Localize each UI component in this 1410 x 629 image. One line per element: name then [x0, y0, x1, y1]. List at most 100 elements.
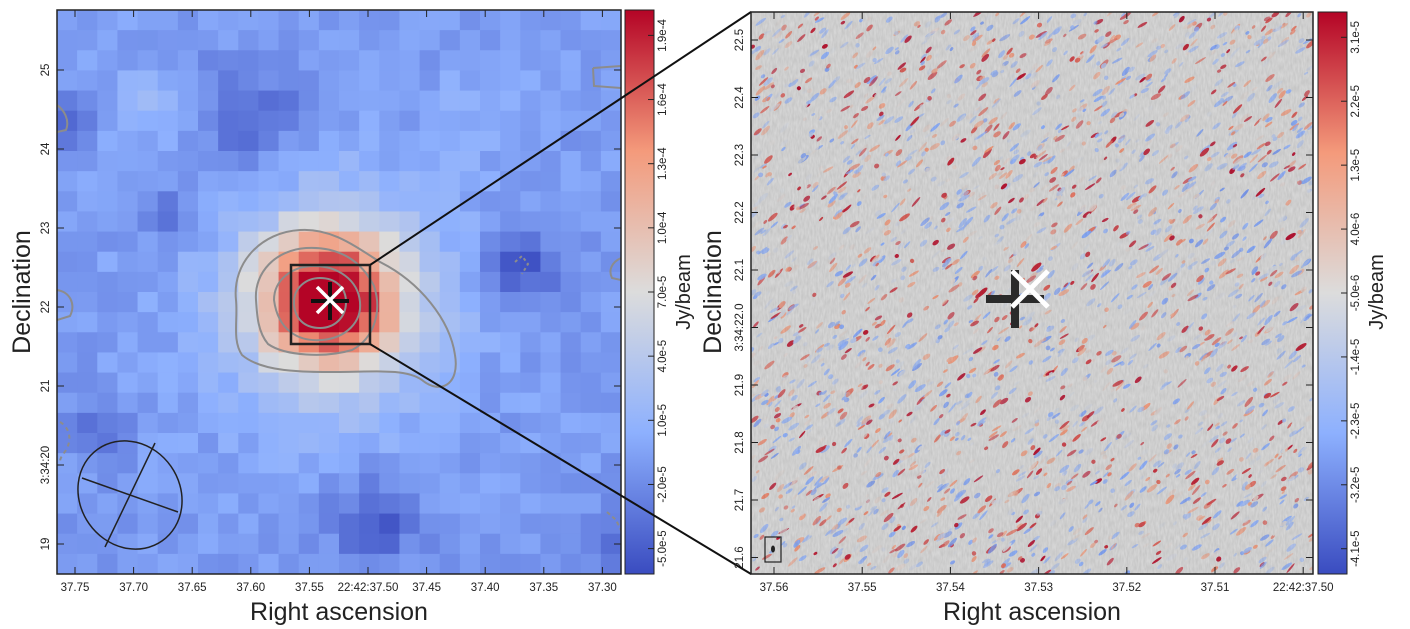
left-heatmap-cell [298, 292, 320, 313]
left-heatmap-cell [399, 392, 421, 414]
left-heatmap-cell [600, 412, 621, 434]
left-heatmap-cell [137, 292, 159, 313]
left-heatmap-cell [77, 553, 98, 574]
left-heatmap-cell [218, 352, 239, 374]
left-heatmap-cell [459, 130, 481, 152]
left-heatmap-cell [459, 513, 481, 535]
left-heatmap-cell [278, 271, 300, 293]
left-heatmap-cell [560, 110, 582, 132]
left-heatmap-cell [560, 151, 582, 172]
left-heatmap-cell [520, 533, 541, 555]
left-heatmap-cell [439, 352, 461, 374]
left-heatmap-cell [560, 271, 582, 293]
left-heatmap-cell [77, 30, 98, 51]
left-heatmap-cell [580, 70, 602, 92]
left-y-axis-title: Declination [8, 230, 36, 354]
left-heatmap-cell [238, 453, 259, 474]
left-heatmap-cell [157, 191, 179, 212]
left-heatmap-cell [520, 90, 541, 112]
left-heatmap-cell [117, 392, 139, 414]
right-colorbar-tick-label: 4.0e-6 [1350, 213, 1362, 246]
left-heatmap-cell [218, 332, 239, 353]
left-heatmap-cell [278, 130, 300, 152]
left-heatmap-cell [339, 50, 360, 71]
left-y-tick-labels: 25 24 23 22 21 3:34:20 19 [40, 64, 52, 551]
left-heatmap-cell [439, 50, 461, 71]
left-heatmap-cell [459, 493, 481, 515]
left-heatmap-cell [480, 70, 501, 92]
left-y-tick-label: 24 [40, 142, 52, 155]
left-heatmap-cell [198, 533, 219, 555]
left-heatmap-cell [399, 90, 421, 112]
left-heatmap-cell [238, 110, 259, 132]
left-heatmap-cell [117, 110, 139, 132]
right-x-axis-title: Right ascension [943, 598, 1121, 626]
left-heatmap-cell [439, 231, 461, 253]
left-heatmap-cell [258, 513, 280, 535]
left-heatmap-cell [198, 553, 219, 574]
left-heatmap-cell [399, 50, 421, 71]
left-heatmap-cell [97, 553, 118, 574]
left-heatmap-cell [57, 50, 78, 71]
left-heatmap-cell [157, 50, 179, 71]
left-heatmap-cell [580, 191, 602, 212]
left-heatmap-cell [97, 10, 118, 31]
right-y-tick-label: 21.7 [734, 489, 746, 511]
left-heatmap-cell [238, 553, 259, 574]
left-heatmap-cell [198, 352, 219, 374]
left-heatmap-cell [298, 473, 320, 494]
left-heatmap-cell [339, 553, 360, 574]
left-heatmap-cell [198, 130, 219, 152]
left-heatmap-cell [359, 191, 380, 212]
left-heatmap-cell [117, 412, 139, 434]
left-heatmap-cell [580, 352, 602, 374]
left-heatmap-cell [177, 271, 199, 293]
left-heatmap-cell [57, 251, 78, 273]
left-heatmap-cell [218, 171, 239, 192]
left-heatmap-cell [379, 110, 400, 132]
left-heatmap-cell [77, 352, 98, 374]
left-heatmap-cell [318, 553, 340, 574]
left-heatmap-cell [157, 292, 179, 313]
left-heatmap-cell [540, 473, 562, 494]
left-heatmap-cell [97, 513, 118, 535]
left-heatmap-cell [117, 151, 139, 172]
left-heatmap-cell [480, 251, 501, 273]
left-heatmap-cell [117, 90, 139, 112]
left-heatmap-cell [520, 392, 541, 414]
left-heatmap-cell [318, 211, 340, 233]
zoom-box [289, 263, 372, 346]
left-heatmap-cell [137, 493, 159, 515]
left-heatmap-cell [359, 50, 380, 71]
left-colorbar-tick-label: 1.9e-4 [657, 18, 669, 51]
left-heatmap-cell [57, 433, 78, 454]
left-heatmap-cell [419, 433, 441, 454]
left-heatmap-cell [57, 130, 78, 152]
left-heatmap-cell [238, 231, 259, 253]
left-heatmap-cell [480, 533, 501, 555]
left-heatmap-cell [258, 312, 280, 333]
left-colorbar-tick-label: 1.6e-4 [657, 83, 669, 116]
left-heatmap-cell [238, 493, 259, 515]
left-heatmap-cell [218, 453, 239, 474]
left-heatmap-cell [77, 70, 98, 92]
left-colorbar-tick-label: -5.0e-5 [657, 530, 669, 566]
zoom-connector-lines [369, 11, 752, 575]
left-heatmap-cell [600, 191, 621, 212]
left-heatmap-cell [520, 332, 541, 353]
left-heatmap-cell [97, 473, 118, 494]
left-heatmap-cell [198, 171, 219, 192]
left-heatmap-cell [359, 30, 380, 51]
left-heatmap-cell [419, 90, 441, 112]
left-heatmap-cell [298, 30, 320, 51]
left-heatmap-cell [318, 130, 340, 152]
left-heatmap-cell [238, 50, 259, 71]
left-heatmap-cell [157, 70, 179, 92]
left-heatmap-cell [258, 30, 280, 51]
left-contours [57, 65, 621, 531]
left-heatmap-cell [157, 251, 179, 273]
left-y-tick-label: 25 [40, 64, 52, 77]
left-heatmap-cell [258, 493, 280, 515]
left-heatmap-cell [117, 231, 139, 253]
left-heatmap-cell [258, 110, 280, 132]
